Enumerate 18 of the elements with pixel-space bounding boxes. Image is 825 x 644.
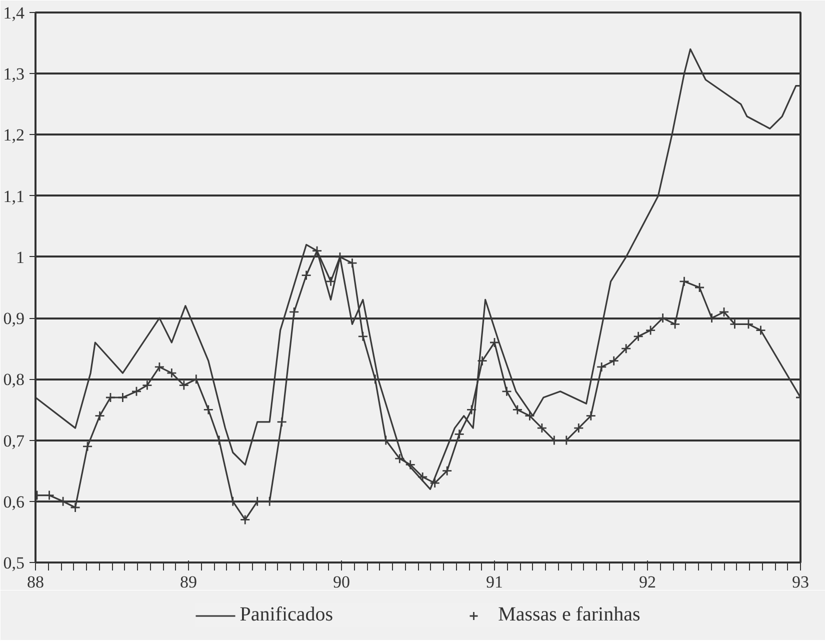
x-tick-label: 93 (792, 572, 809, 592)
y-tick-label: 1,1 (3, 186, 24, 206)
x-tick-label: 91 (486, 572, 503, 592)
y-tick-label: 0,9 (3, 309, 24, 328)
x-tick-label: 90 (333, 572, 350, 592)
y-tick-label: 0,5 (3, 554, 24, 572)
y-tick-label: 0,6 (3, 492, 24, 512)
y-tick-label: 1,4 (3, 4, 25, 22)
legend-label: Panificados (240, 604, 334, 626)
y-tick-label: 1 (16, 248, 24, 267)
x-tick-label: 92 (639, 572, 656, 592)
legend-label: Massas e farinhas (498, 604, 640, 626)
y-tick-label: 1,2 (3, 126, 24, 145)
y-tick-label: 1,3 (3, 64, 24, 84)
y-tick-label: 0,7 (3, 431, 25, 450)
x-tick-label: 89 (180, 572, 197, 592)
x-tick-label: 88 (27, 572, 44, 592)
y-tick-label: 0,8 (3, 370, 24, 390)
